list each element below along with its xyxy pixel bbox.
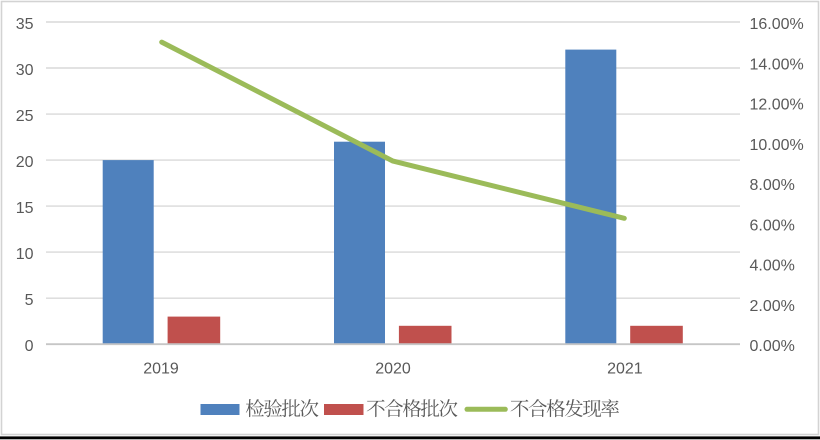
svg-text:0.00%: 0.00% [750,338,795,355]
svg-text:14.00%: 14.00% [750,56,804,73]
svg-text:8.00%: 8.00% [750,177,795,194]
svg-text:35: 35 [16,16,34,33]
svg-text:5: 5 [25,292,34,309]
svg-text:10: 10 [16,246,34,263]
svg-text:30: 30 [16,62,34,79]
svg-text:2020: 2020 [375,361,411,378]
svg-text:10.00%: 10.00% [750,137,804,154]
svg-text:25: 25 [16,108,34,125]
svg-text:16.00%: 16.00% [750,16,804,33]
svg-text:20: 20 [16,154,34,171]
svg-text:2021: 2021 [607,361,643,378]
svg-text:15: 15 [16,200,34,217]
svg-text:0: 0 [25,338,34,355]
svg-text:2019: 2019 [143,361,179,378]
svg-text:6.00%: 6.00% [750,217,795,234]
svg-text:2.00%: 2.00% [750,298,795,315]
svg-text:4.00%: 4.00% [750,258,795,275]
svg-text:12.00%: 12.00% [750,97,804,114]
